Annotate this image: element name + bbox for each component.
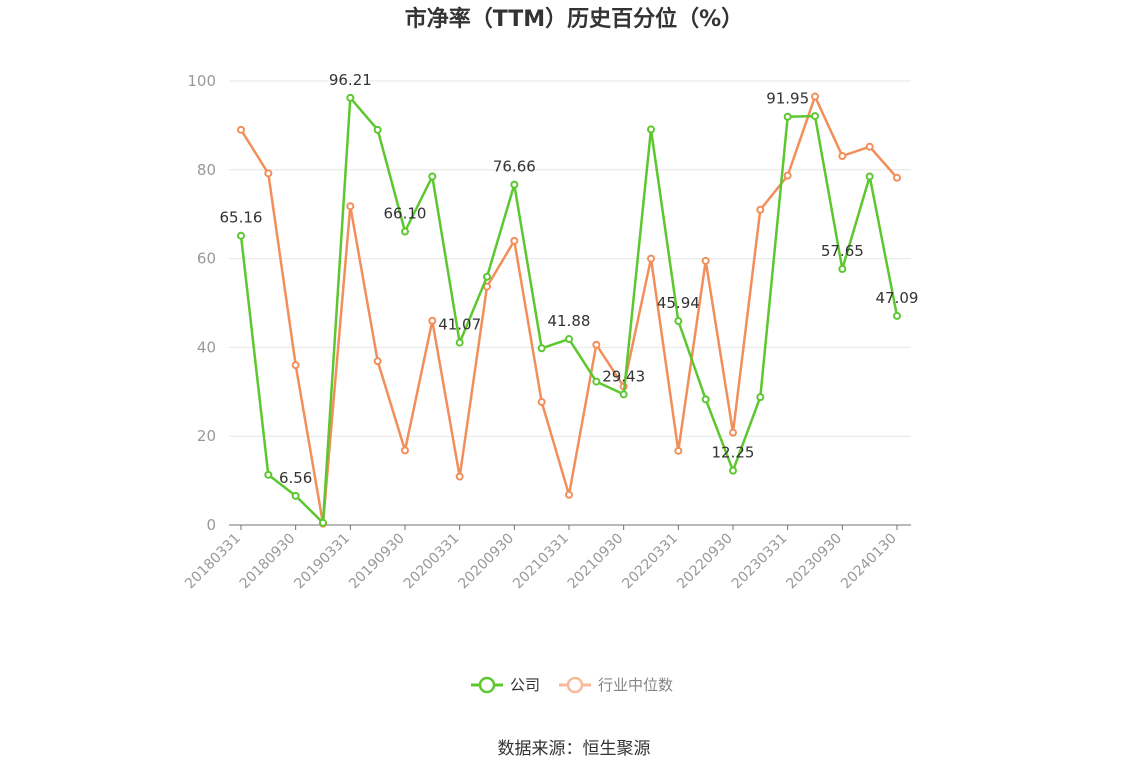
data-point[interactable] (756, 393, 765, 402)
data-point[interactable] (455, 472, 464, 481)
data-point[interactable] (783, 171, 792, 180)
legend[interactable]: 公司 行业中位数 (471, 676, 673, 694)
data-point[interactable] (510, 236, 519, 245)
data-point[interactable] (428, 172, 437, 181)
data-point[interactable] (729, 466, 737, 475)
data-point[interactable] (811, 92, 819, 101)
data-point[interactable] (565, 335, 573, 344)
data-point[interactable] (865, 142, 874, 151)
data-point[interactable] (237, 125, 245, 134)
data-label: 12.25 (712, 444, 755, 462)
data-point[interactable] (510, 180, 519, 189)
data-point[interactable] (373, 357, 382, 366)
data-point[interactable] (729, 428, 737, 437)
y-tick-label: 0 (206, 516, 216, 534)
legend-swatch-marker (478, 676, 496, 694)
data-point[interactable] (319, 518, 327, 527)
data-point[interactable] (373, 125, 382, 134)
data-point[interactable] (592, 340, 601, 349)
legend-label: 公司 (510, 676, 540, 694)
data-label: 41.07 (438, 316, 481, 334)
x-tick-label: 20240130 (838, 531, 900, 593)
data-label: 57.65 (821, 242, 864, 260)
data-label: 91.95 (766, 90, 809, 108)
series-line-1 (239, 95, 899, 525)
data-point[interactable] (291, 491, 300, 500)
chart-title: 市净率（TTM）历史百分位（%） (405, 6, 743, 32)
data-label: 76.66 (493, 158, 536, 176)
data-point[interactable] (647, 125, 655, 134)
grid-layer (229, 80, 911, 437)
x-tick-label: 20200331 (401, 531, 463, 593)
data-point[interactable] (756, 205, 765, 214)
y-tick-label: 40 (197, 338, 216, 356)
x-tick-label: 20210930 (565, 531, 627, 593)
data-label: 96.21 (329, 71, 372, 89)
series-layer (237, 92, 901, 528)
data-point[interactable] (455, 338, 464, 347)
data-point[interactable] (783, 112, 792, 121)
data-point[interactable] (674, 446, 683, 455)
x-tick-label: 20190331 (291, 531, 353, 593)
x-tick-label: 20220930 (674, 531, 736, 593)
legend-swatch-marker (566, 676, 584, 694)
data-point[interactable] (428, 316, 437, 325)
legend-item-1[interactable]: 行业中位数 (559, 676, 673, 694)
data-point[interactable] (592, 377, 601, 386)
series-line-0 (239, 96, 899, 525)
data-point[interactable] (865, 172, 874, 181)
data-point[interactable] (619, 390, 628, 399)
data-label: 66.10 (384, 205, 427, 223)
data-label: 6.56 (279, 469, 312, 487)
y-tick-label: 60 (197, 250, 216, 268)
data-label: 65.16 (220, 209, 263, 227)
data-point[interactable] (401, 227, 409, 236)
legend-label: 行业中位数 (598, 676, 673, 694)
data-point[interactable] (401, 446, 409, 455)
x-tick-label: 20200930 (455, 531, 517, 593)
x-tick-label: 20220331 (619, 531, 681, 593)
data-point[interactable] (838, 152, 847, 161)
x-tick-label: 20190930 (346, 531, 408, 593)
data-label: 47.09 (876, 289, 919, 307)
data-point[interactable] (701, 256, 710, 265)
data-label: 45.94 (657, 294, 700, 312)
data-point[interactable] (537, 398, 546, 407)
source-text: 数据来源：恒生聚源 (498, 739, 651, 759)
data-point[interactable] (264, 470, 273, 479)
legend-item-0[interactable]: 公司 (471, 676, 540, 694)
y-tick-label: 80 (197, 161, 216, 179)
data-point[interactable] (346, 202, 355, 211)
data-point[interactable] (647, 254, 655, 263)
data-point[interactable] (893, 311, 901, 320)
data-point[interactable] (537, 344, 546, 353)
x-tick-label: 20230331 (729, 531, 791, 593)
data-point[interactable] (674, 317, 683, 326)
data-label: 41.88 (548, 312, 591, 330)
label-layer: 65.16 6.56 96.21 66.10 41.07 76.66 41.88 29.43 4… (220, 71, 919, 487)
y-tick-label: 100 (187, 72, 216, 90)
x-tick-label: 20210331 (510, 531, 572, 593)
data-point[interactable] (893, 173, 901, 182)
x-tick-label: 20180331 (182, 531, 244, 593)
data-point[interactable] (701, 395, 710, 404)
data-point[interactable] (291, 361, 300, 370)
data-point[interactable] (483, 272, 491, 281)
data-point[interactable] (565, 490, 573, 499)
data-label: 29.43 (602, 367, 645, 385)
y-tick-label: 20 (197, 427, 216, 445)
data-point[interactable] (811, 112, 819, 121)
data-point[interactable] (264, 169, 273, 178)
x-tick-label: 20180930 (237, 531, 299, 593)
data-point[interactable] (237, 231, 245, 240)
data-point[interactable] (838, 265, 847, 274)
data-point[interactable] (346, 93, 355, 102)
x-tick-label: 20230930 (783, 531, 845, 593)
